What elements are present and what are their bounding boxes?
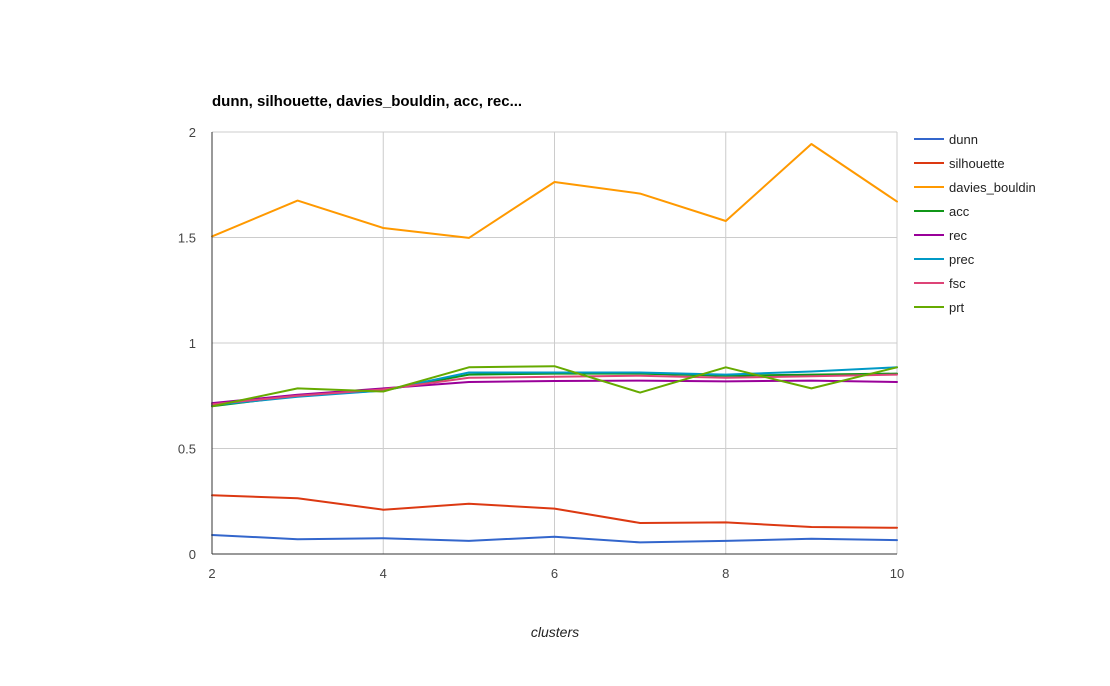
series-line-prt [211,365,898,408]
legend-item-rec[interactable]: rec [914,228,968,243]
x-tick-label: 8 [722,566,729,581]
x-tick-label: 4 [380,566,387,581]
chart-title: dunn, silhouette, davies_bouldin, acc, r… [212,93,522,110]
legend-label: acc [949,204,970,219]
axes [211,132,897,555]
legend-label: prt [949,300,965,315]
legend-item-fsc[interactable]: fsc [914,276,966,291]
x-tick-label: 10 [890,566,904,581]
legend-item-silhouette[interactable]: silhouette [914,156,1005,171]
y-tick-label: 0 [189,547,196,562]
legend-item-dunn[interactable]: dunn [914,132,978,147]
x-tick-label: 6 [551,566,558,581]
series-lines [211,143,898,544]
series-line-fsc [211,373,898,406]
legend-item-prt[interactable]: prt [914,300,965,315]
x-tick-label: 2 [208,566,215,581]
tick-labels: 0 0.5 1 1.5 2 2 4 6 8 10 [178,125,904,581]
x-axis-label: clusters [531,624,579,640]
y-tick-label: 1.5 [178,231,196,246]
legend-label: rec [949,228,968,243]
legend-label: fsc [949,276,966,291]
legend-label: dunn [949,132,978,147]
y-tick-label: 0.5 [178,442,196,457]
legend-item-acc[interactable]: acc [914,204,970,219]
y-tick-label: 2 [189,125,196,140]
legend-label: silhouette [949,156,1005,171]
series-line-silhouette [211,494,898,529]
legend-item-prec[interactable]: prec [914,252,975,267]
series-line-prec [211,366,898,407]
series-line-davies_bouldin [211,143,898,239]
grid [212,131,898,554]
series-line-dunn [211,534,898,544]
legend-label: davies_bouldin [949,180,1036,195]
y-tick-label: 1 [189,336,196,351]
legend-item-davies_bouldin[interactable]: davies_bouldin [914,180,1036,195]
legend-label: prec [949,252,975,267]
